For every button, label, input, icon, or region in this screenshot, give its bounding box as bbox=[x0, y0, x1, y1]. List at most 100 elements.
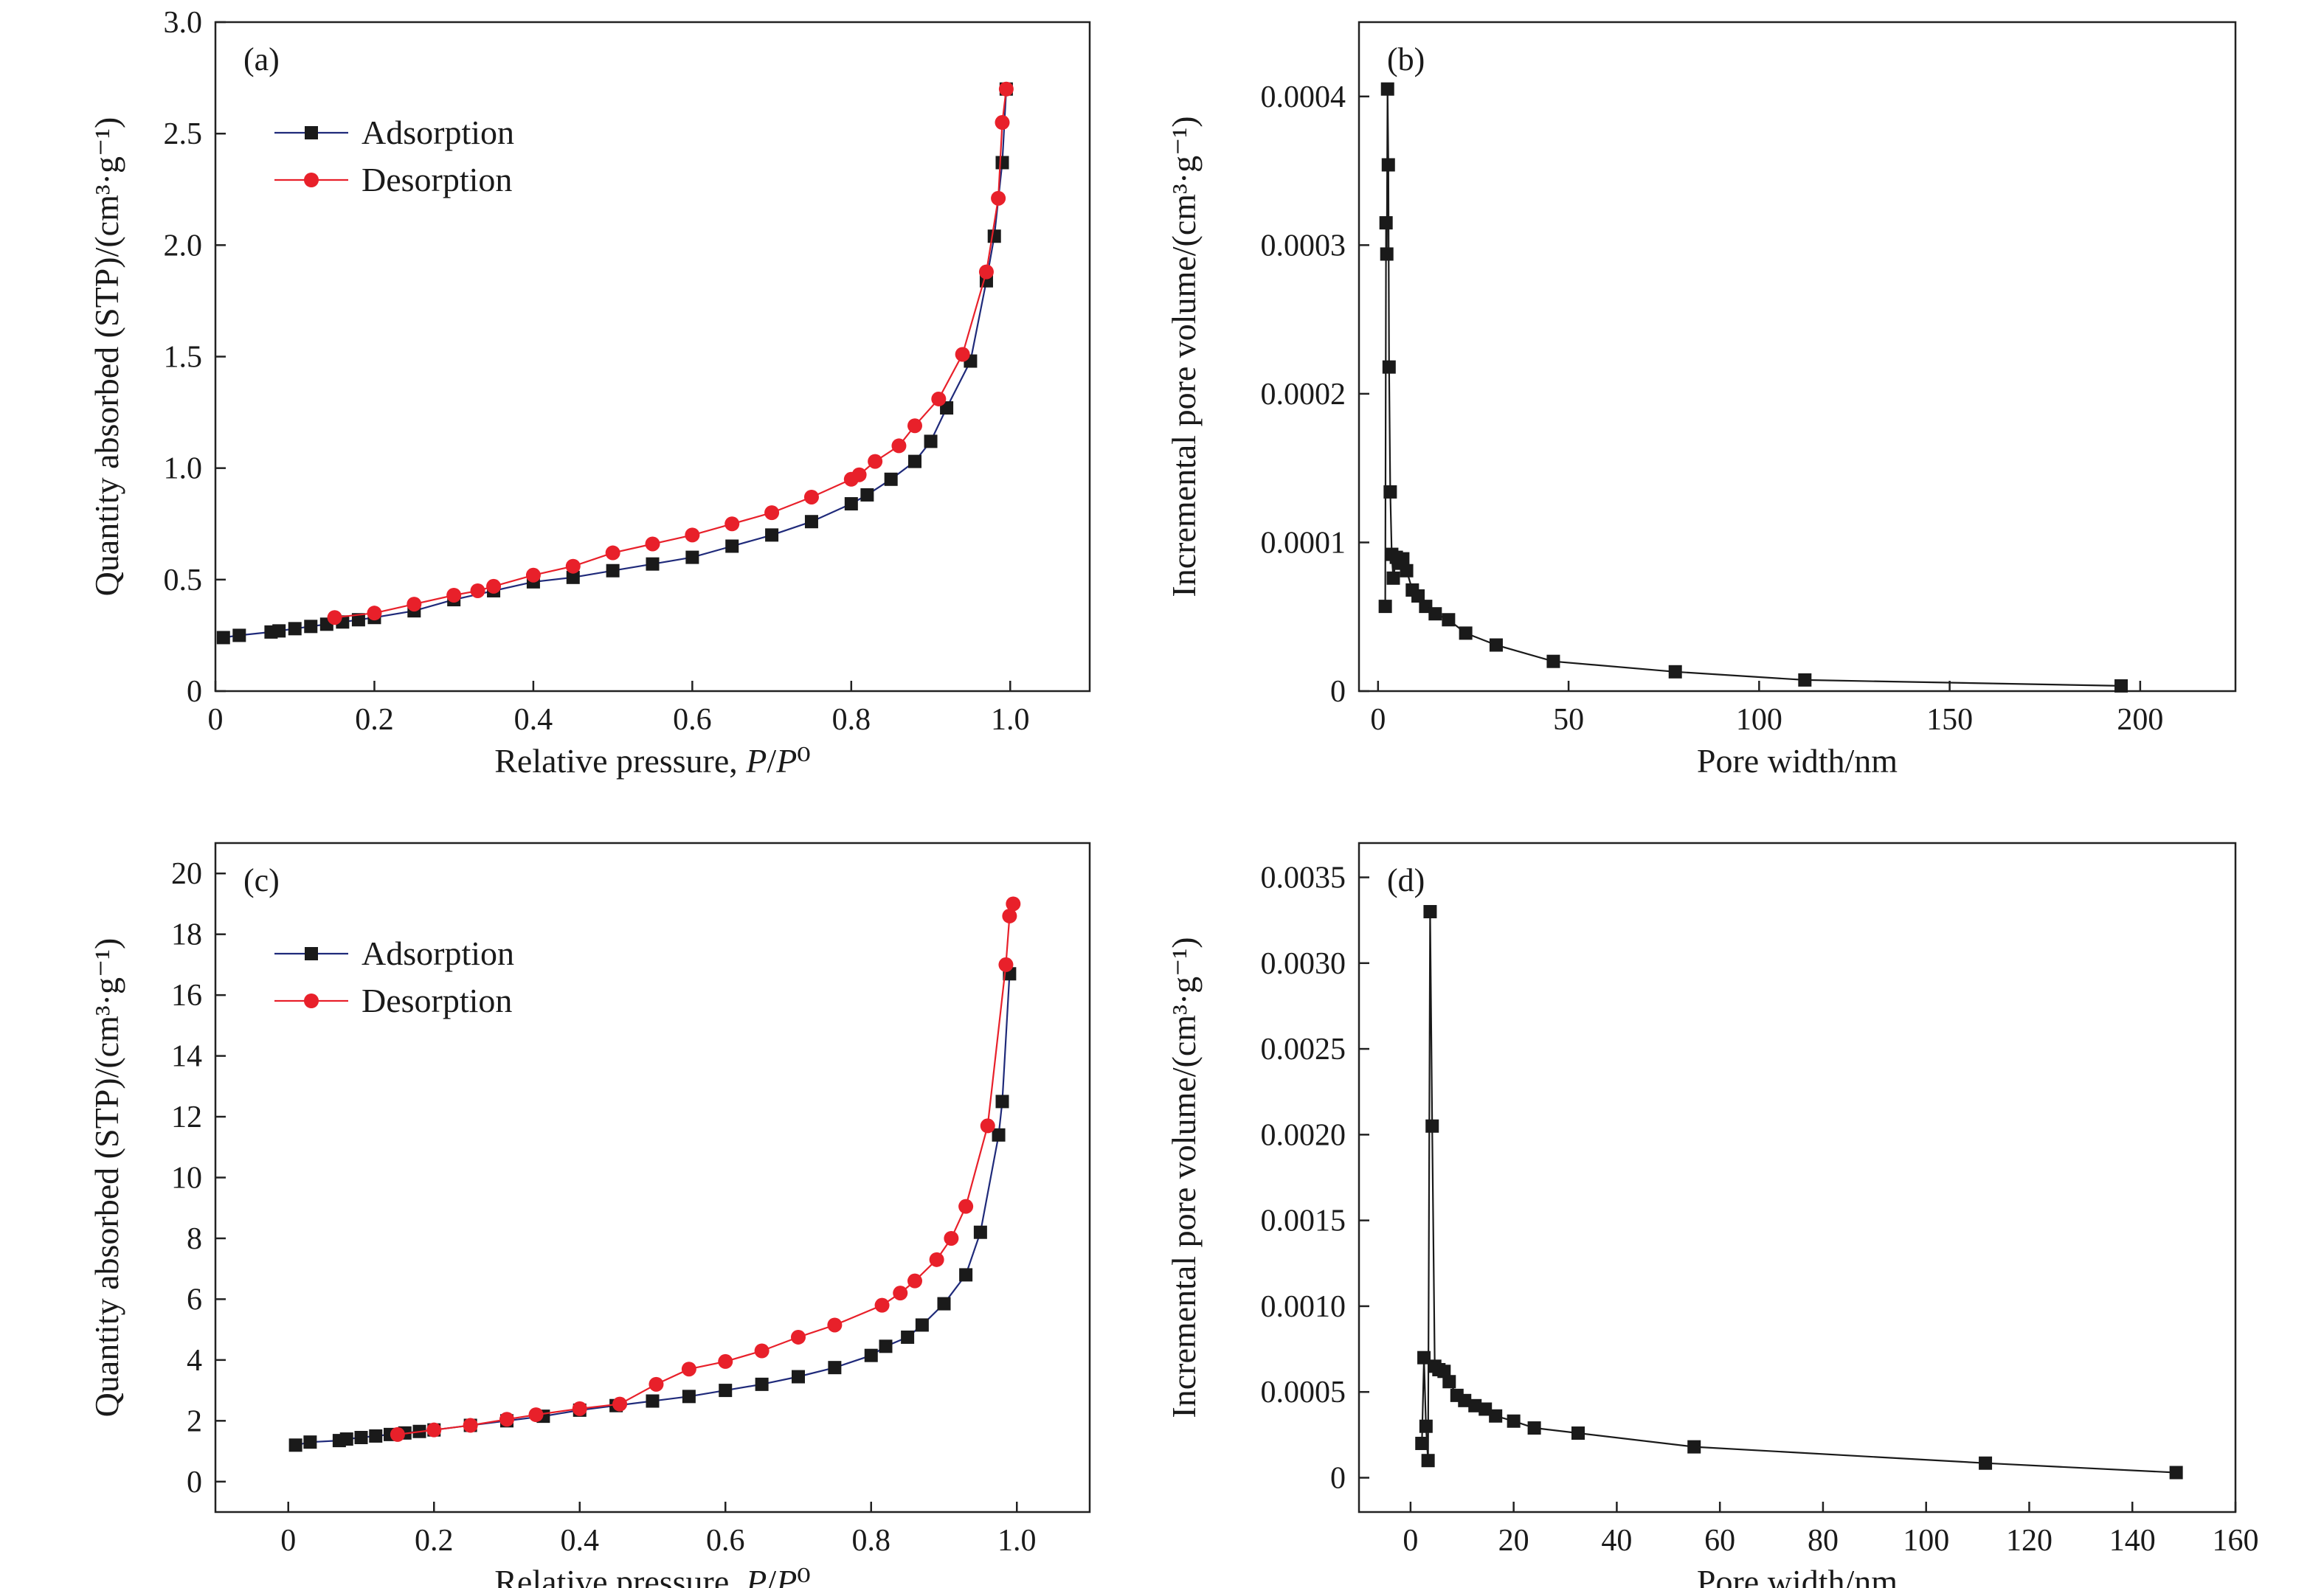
data-point bbox=[304, 620, 318, 634]
data-point bbox=[272, 624, 286, 638]
data-point bbox=[944, 1230, 959, 1246]
x-tick-label: 160 bbox=[2213, 1524, 2259, 1558]
series-desorption bbox=[390, 896, 1021, 1442]
y-tick-label: 0.0002 bbox=[1261, 378, 1346, 412]
data-point bbox=[843, 471, 859, 487]
y-tick-label: 12 bbox=[171, 1100, 202, 1134]
legend-marker bbox=[305, 947, 318, 960]
data-point bbox=[1687, 1440, 1701, 1454]
data-point bbox=[339, 1432, 353, 1446]
data-point bbox=[1442, 1375, 1456, 1389]
y-axis-title: Incremental pore volume/(cm³·g⁻¹) bbox=[1165, 937, 1203, 1418]
data-point bbox=[486, 578, 502, 594]
data-point bbox=[1507, 1414, 1521, 1428]
data-point bbox=[1400, 564, 1414, 578]
data-point bbox=[827, 1317, 843, 1333]
data-point bbox=[879, 1339, 893, 1353]
y-tick-label: 0 bbox=[187, 675, 202, 709]
data-point bbox=[426, 1422, 442, 1438]
series-line bbox=[1384, 89, 2122, 687]
y-tick-label: 0 bbox=[1330, 675, 1346, 709]
series-line bbox=[1421, 911, 2176, 1474]
data-point bbox=[1428, 607, 1442, 621]
y-tick-label: 8 bbox=[187, 1222, 202, 1256]
data-point bbox=[724, 516, 740, 532]
x-tick-label: 150 bbox=[1926, 703, 1973, 737]
data-point bbox=[901, 1330, 915, 1344]
data-point bbox=[955, 347, 970, 362]
x-tick-label: 60 bbox=[1704, 1524, 1735, 1558]
data-point bbox=[1411, 589, 1425, 603]
data-point bbox=[959, 1268, 973, 1282]
chart-panel-3: 0 0.2 0.4 0.6 0.8 1.0 0 2 4 6 8 10 12 14 16 18 20 Relativ… bbox=[88, 842, 1091, 1588]
data-point bbox=[1489, 638, 1503, 652]
x-tick-label: 80 bbox=[1808, 1524, 1839, 1558]
plot-frame bbox=[1358, 842, 2237, 1514]
data-point bbox=[792, 1370, 805, 1384]
x-tick-label: 100 bbox=[1736, 703, 1782, 737]
y-tick-label: 10 bbox=[171, 1162, 202, 1196]
series-desorption bbox=[327, 81, 1014, 625]
data-point bbox=[1378, 600, 1392, 614]
data-point bbox=[303, 1435, 317, 1449]
y-tick-label: 0.0035 bbox=[1261, 861, 1346, 895]
data-point bbox=[327, 610, 342, 625]
x-tick-label: 50 bbox=[1553, 703, 1584, 737]
y-tick-label: 0.0001 bbox=[1261, 526, 1346, 560]
data-point bbox=[351, 613, 365, 627]
data-point bbox=[2169, 1466, 2183, 1480]
legend: Adsorption Desorption bbox=[274, 114, 514, 198]
data-point bbox=[1006, 896, 1021, 912]
data-point bbox=[1459, 626, 1473, 640]
data-point bbox=[1437, 1365, 1451, 1379]
data-point bbox=[216, 631, 230, 645]
data-point bbox=[1421, 1454, 1435, 1468]
data-point bbox=[681, 1362, 696, 1377]
chart-panel-2: 0 50 100 150 200 0 0.0001 0.0002 0.0003 0.0004 Por… bbox=[1165, 21, 2237, 780]
data-point bbox=[1380, 82, 1394, 96]
data-point bbox=[828, 1361, 842, 1375]
data-point bbox=[565, 558, 581, 574]
panel-label: (a) bbox=[243, 41, 280, 77]
data-point bbox=[998, 81, 1014, 97]
data-point bbox=[369, 1429, 383, 1443]
data-point bbox=[718, 1353, 733, 1369]
data-point bbox=[232, 628, 246, 642]
x-tick-label: 0 bbox=[208, 703, 224, 737]
x-tick-label: 0.4 bbox=[514, 703, 553, 737]
legend: Adsorption Desorption bbox=[274, 935, 514, 1019]
data-point bbox=[1423, 905, 1437, 919]
data-point bbox=[958, 1199, 974, 1214]
y-tick-label: 0.0020 bbox=[1261, 1118, 1346, 1152]
y-tick-label: 0.0030 bbox=[1261, 947, 1346, 981]
data-point bbox=[907, 418, 922, 434]
y-tick-label: 0.5 bbox=[164, 564, 203, 597]
data-point bbox=[864, 1348, 878, 1362]
data-point bbox=[995, 156, 1009, 170]
data-point bbox=[978, 264, 994, 280]
data-point bbox=[1381, 158, 1395, 172]
data-point bbox=[407, 597, 422, 612]
legend-label: Adsorption bbox=[362, 114, 514, 151]
data-point bbox=[1379, 216, 1393, 230]
x-tick-label: 140 bbox=[2109, 1524, 2156, 1558]
legend-marker bbox=[304, 173, 319, 187]
data-point bbox=[528, 1407, 544, 1423]
data-point bbox=[764, 505, 780, 521]
y-tick-label: 2 bbox=[187, 1404, 202, 1438]
y-tick-label: 0.0004 bbox=[1261, 80, 1346, 114]
y-tick-label: 14 bbox=[171, 1040, 202, 1074]
data-point bbox=[1468, 1398, 1482, 1412]
data-point bbox=[995, 115, 1010, 131]
x-axis-title: Relative pressure, P/P⁰ bbox=[494, 742, 811, 780]
data-point bbox=[1382, 360, 1396, 374]
legend-marker bbox=[305, 126, 318, 139]
x-tick-label: 1.0 bbox=[997, 1524, 1037, 1558]
y-tick-label: 1.0 bbox=[164, 452, 203, 486]
data-point bbox=[645, 536, 660, 552]
data-point bbox=[605, 545, 620, 561]
chart-panel-4: 0 20 40 60 80 100 120 140 160 0 0.0005 0.0010 0.0015… bbox=[1165, 842, 2259, 1588]
data-point bbox=[499, 1412, 514, 1427]
y-axis-title: Quantity absorbed (STP)/(cm³·g⁻¹) bbox=[88, 938, 125, 1418]
